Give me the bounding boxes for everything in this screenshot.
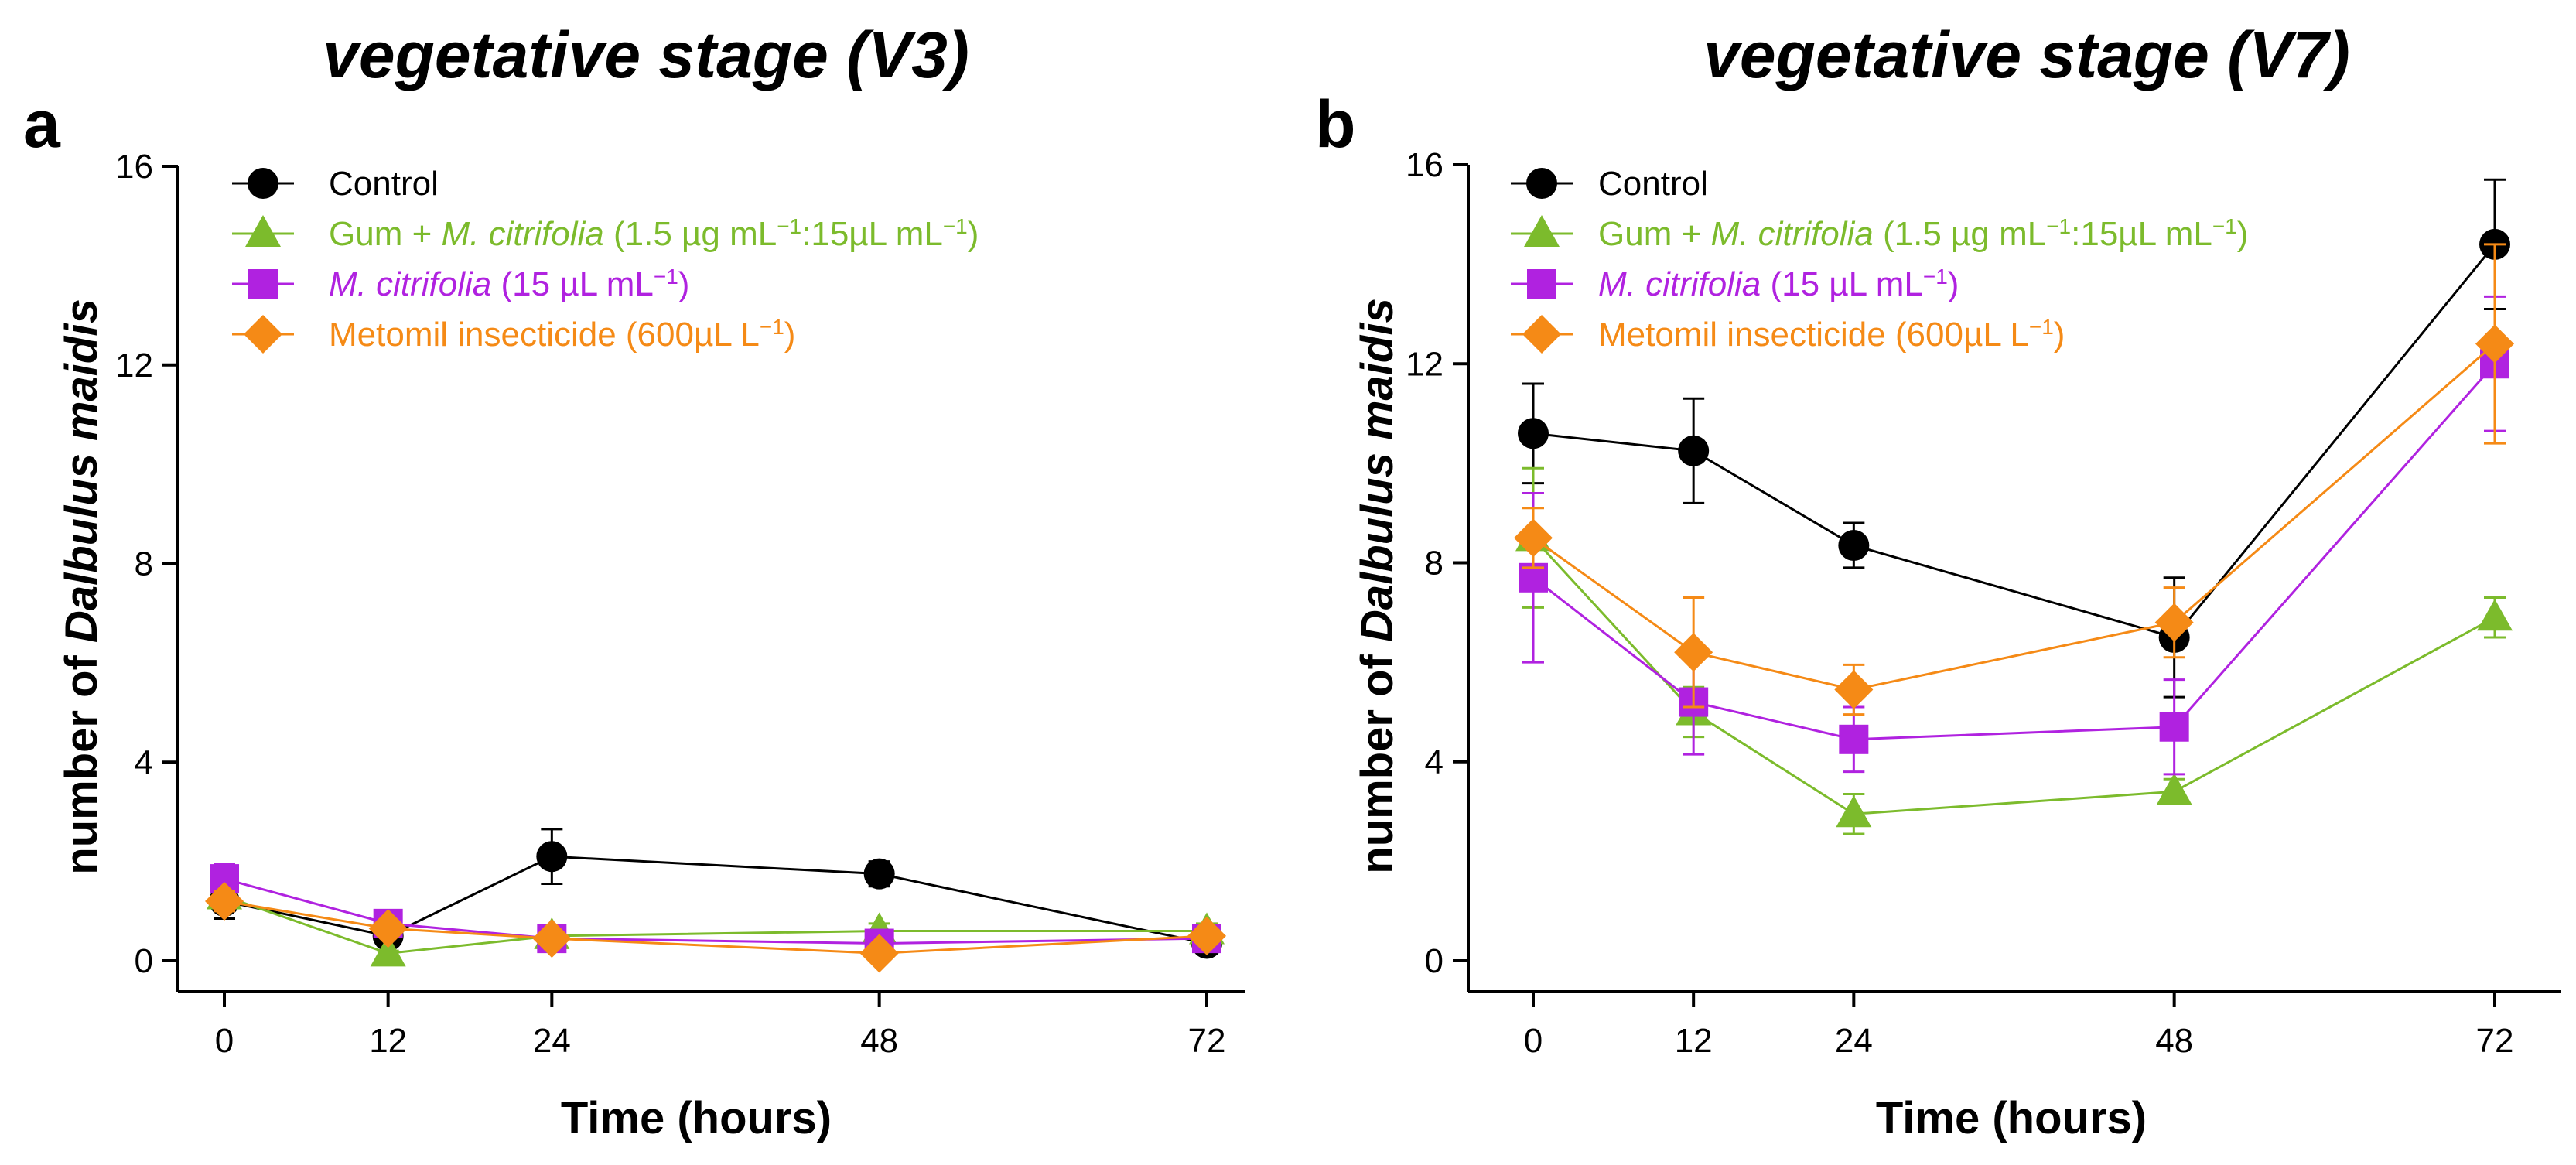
x-tick-label: 72 (2476, 1022, 2514, 1060)
y-tick-label: 8 (1425, 545, 1443, 582)
data-point (1839, 724, 1869, 754)
legend-label: M. citrifolia (15 µL mL−1) (329, 265, 689, 304)
data-point (2156, 773, 2192, 805)
series-0 (1518, 178, 2510, 699)
legend-marker (248, 168, 278, 199)
y-tick-label: 8 (135, 545, 153, 583)
legend-label: Control (329, 165, 439, 203)
legend: Control Gum + M. citrifolia (1.5 µg mL−1:… (1511, 165, 2248, 354)
x-tick-label: 0 (215, 1022, 234, 1060)
data-point (1674, 633, 1713, 672)
series-1 (207, 877, 1225, 967)
data-point (1838, 529, 1870, 561)
data-point (1187, 916, 1226, 955)
data-point (1836, 795, 1872, 828)
series-line (1532, 343, 2496, 692)
data-point (863, 858, 895, 890)
legend: Control Gum + M. citrifolia (1.5 µg mL−1:… (232, 165, 979, 354)
data-point (205, 881, 244, 921)
x-tick-label: 48 (2155, 1022, 2193, 1060)
legend-marker (1522, 315, 1561, 354)
y-axis-label: number of Dalbulus maidis (1352, 298, 1402, 873)
legend-label: M. citrifolia (15 µL mL−1) (1598, 265, 1959, 304)
legend-marker (1527, 269, 1556, 299)
data-point (2154, 603, 2194, 642)
legend-label: Gum + M. citrifolia (1.5 µg mL−1:15µL mL… (329, 214, 979, 254)
series-2 (1519, 295, 2509, 776)
x-axis-label: Time (hours) (1876, 1093, 2147, 1143)
data-point (1834, 670, 1874, 709)
x-tick-label: 12 (1675, 1022, 1713, 1060)
y-tick-label: 0 (135, 942, 153, 980)
panel-letter: a (23, 87, 61, 162)
x-tick-label: 24 (533, 1022, 571, 1060)
data-point (1518, 418, 1549, 449)
legend-marker (1526, 168, 1557, 199)
y-tick-label: 16 (115, 148, 153, 186)
chart-title: vegetative stage (V3) (323, 19, 969, 91)
legend-marker (245, 215, 281, 247)
series-3 (1514, 243, 2514, 716)
data-point (859, 934, 899, 973)
y-tick-label: 12 (115, 347, 153, 384)
chart-title: vegetative stage (V7) (1703, 19, 2350, 91)
data-point (1678, 435, 1710, 466)
y-axis-label: number of Dalbulus maidis (56, 299, 107, 874)
y-tick-label: 16 (1406, 146, 1443, 184)
data-point (2475, 324, 2514, 364)
data-point (368, 909, 408, 948)
x-tick-label: 72 (1188, 1022, 1226, 1060)
y-tick-label: 4 (1425, 743, 1443, 781)
data-point (536, 841, 568, 873)
data-point (2159, 712, 2189, 742)
x-tick-label: 0 (1524, 1022, 1543, 1060)
x-axis-label: Time (hours) (561, 1093, 832, 1143)
legend-marker (248, 269, 278, 299)
x-tick-label: 24 (1835, 1022, 1873, 1060)
data-point (370, 934, 406, 967)
legend-label: Metomil insecticide (600µL L−1) (1598, 315, 2065, 354)
series-line (1532, 537, 2496, 815)
data-point (1514, 518, 1553, 558)
legend-label: Control (1598, 165, 1708, 203)
legend-label: Metomil insecticide (600µL L−1) (329, 315, 795, 354)
y-tick-label: 0 (1425, 942, 1443, 980)
x-tick-label: 12 (369, 1022, 407, 1060)
data-point (532, 919, 572, 958)
series-3 (205, 881, 1226, 973)
x-tick-label: 48 (860, 1022, 898, 1060)
legend-label: Gum + M. citrifolia (1.5 µg mL−1:15µL mL… (1598, 214, 2248, 254)
legend-marker (1524, 215, 1560, 247)
series-1 (1515, 466, 2513, 835)
y-tick-label: 12 (1406, 345, 1443, 383)
series-line (1532, 243, 2496, 639)
panel-letter: b (1315, 87, 1356, 162)
y-tick-label: 4 (135, 743, 153, 781)
data-point (2477, 599, 2513, 631)
legend-marker (244, 315, 282, 354)
